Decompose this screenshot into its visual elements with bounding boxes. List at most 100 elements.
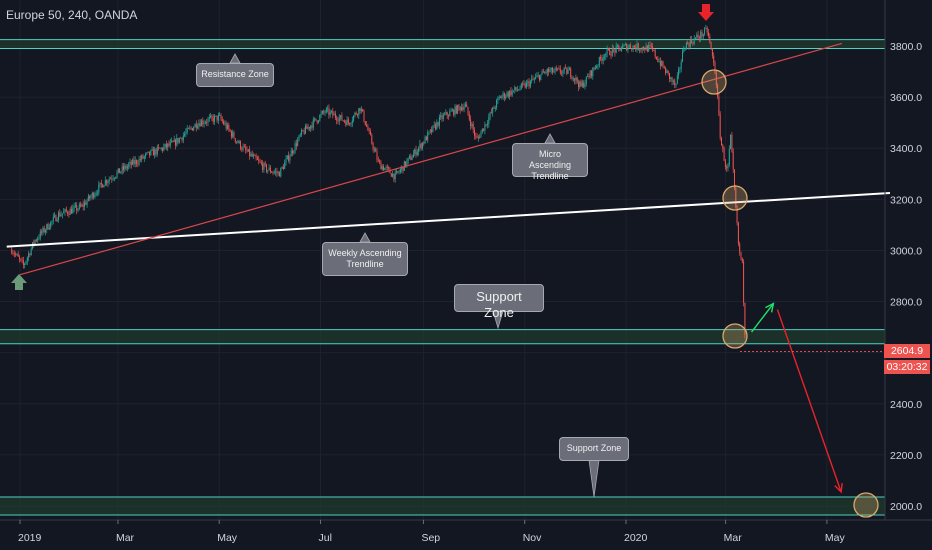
candle-body — [69, 208, 71, 215]
candle-body — [453, 109, 455, 115]
candle-body — [366, 124, 368, 127]
candle-body — [24, 263, 26, 265]
candle-body — [620, 48, 622, 51]
candle-body — [95, 192, 97, 195]
candle-body — [269, 167, 271, 173]
candle-body — [213, 116, 215, 122]
time-tick-label: Jul — [319, 532, 332, 544]
candle-body — [375, 149, 377, 152]
candle-body — [553, 71, 555, 73]
candle-body — [18, 256, 20, 259]
candle-body — [226, 124, 228, 129]
candle-body — [246, 150, 248, 152]
callout-support-zone-upper[interactable]: Support Zone — [454, 284, 544, 320]
callout-label-line2: Trendline — [531, 171, 569, 181]
candle-body — [181, 137, 183, 141]
candle-body — [16, 254, 18, 255]
candle-body — [159, 147, 161, 149]
callout-micro-trendline[interactable]: Micro Ascending Trendline — [512, 143, 588, 181]
candle-body — [696, 34, 698, 38]
candle-body — [632, 45, 634, 50]
candle-body — [609, 49, 611, 56]
micro-ascending-trendline — [19, 42, 842, 276]
candle-body — [615, 45, 617, 53]
candle-body — [146, 152, 148, 154]
callout-resistance-zone[interactable]: Resistance Zone — [196, 63, 274, 87]
candle-body — [498, 96, 500, 99]
candle-body — [580, 81, 582, 87]
candle-body — [489, 112, 491, 118]
candle-body — [316, 120, 318, 123]
candle-body — [224, 123, 226, 125]
candle-body — [421, 142, 423, 149]
candle-body — [384, 168, 386, 171]
candle-body — [480, 132, 482, 138]
candle-body — [236, 141, 238, 143]
candle-body — [555, 68, 557, 70]
candle-body — [713, 55, 715, 63]
candle-body — [148, 151, 150, 156]
callout-support-zone-lower[interactable]: Support Zone — [559, 437, 629, 461]
candle-body — [490, 112, 492, 114]
peak-down-arrow-icon — [698, 4, 714, 21]
candle-body — [90, 196, 92, 199]
candle-body — [37, 238, 39, 241]
candle-body — [288, 155, 290, 161]
candle-body — [503, 93, 505, 99]
candle-body — [697, 34, 699, 38]
candle-body — [155, 149, 157, 155]
candle-body — [307, 127, 309, 129]
candle-body — [511, 90, 513, 96]
candle-body — [642, 47, 644, 50]
price-zone-fill — [0, 497, 885, 515]
candle-body — [73, 206, 75, 209]
candle-body — [138, 158, 140, 164]
candle-body — [691, 39, 693, 43]
candle-body — [302, 130, 304, 131]
candle-body — [658, 61, 660, 63]
candle-body — [536, 75, 538, 78]
candle-body — [185, 132, 187, 135]
candle-body — [398, 171, 400, 173]
candle-body — [360, 109, 362, 112]
candle-body — [535, 77, 537, 79]
candle-body — [457, 105, 459, 114]
candle-body — [676, 75, 678, 84]
candle-body — [198, 123, 200, 127]
candle-body — [499, 96, 501, 99]
candle-body — [670, 77, 672, 79]
candle-body — [675, 83, 677, 86]
candle-body — [125, 165, 127, 169]
candle-body — [48, 227, 50, 230]
candle-body — [657, 58, 659, 62]
forecast-down-arrow-head — [834, 482, 843, 494]
candle-body — [446, 112, 448, 116]
candle-body — [594, 68, 596, 70]
candle-body — [455, 106, 457, 114]
candle-body — [28, 253, 30, 258]
candle-body — [273, 171, 275, 173]
chart-grid — [0, 0, 885, 520]
candle-body — [177, 137, 179, 143]
chart-markers — [11, 4, 879, 518]
candle-body — [290, 150, 292, 157]
callout-weekly-trendline[interactable]: Weekly Ascending Trendline — [322, 242, 408, 276]
candle-body — [233, 132, 235, 139]
candle-body — [263, 163, 265, 170]
time-tick-label: May — [217, 532, 238, 544]
candle-body — [558, 68, 560, 70]
candle-body — [186, 128, 188, 133]
candle-body — [551, 67, 553, 73]
candle-body — [662, 61, 664, 68]
candle-body — [46, 224, 48, 231]
candle-body — [679, 68, 681, 70]
candle-body — [607, 49, 609, 50]
candle-body — [736, 207, 738, 223]
candle-body — [408, 156, 410, 158]
candle-body — [502, 93, 504, 97]
candle-body — [325, 108, 327, 113]
candle-body — [515, 87, 517, 90]
callout-label-line1: Weekly Ascending — [328, 248, 402, 258]
candle-body — [648, 45, 650, 52]
